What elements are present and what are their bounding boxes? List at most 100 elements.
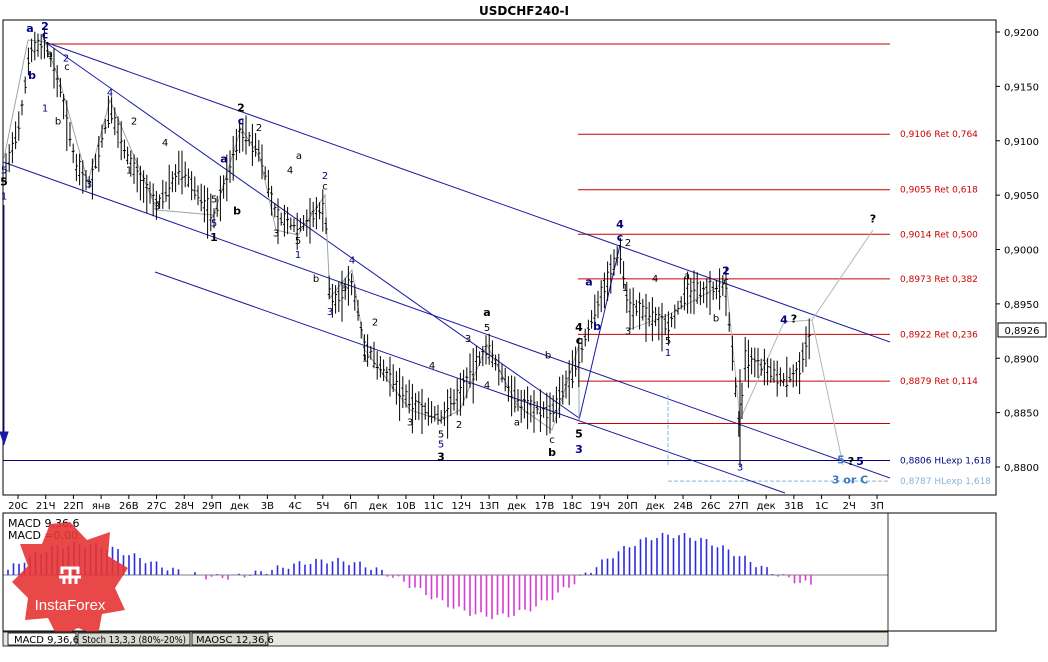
wave-label: 5 (0, 175, 8, 188)
time-tick-label: 31В (784, 501, 804, 512)
price-panel (2, 19, 997, 496)
price-tick-label: 0,9150 (1004, 82, 1039, 93)
wave-label: 5 (211, 219, 217, 230)
tab-stoch[interactable]: Stoch 13,3,3 (80%-20%) (77, 632, 191, 646)
wave-label: 5 (438, 439, 444, 450)
wave-label: 2 (41, 20, 49, 33)
time-tick-label: 6П (344, 501, 358, 512)
time-tick-label: 1С (815, 501, 828, 512)
price-tick-label: 0,8850 (1004, 409, 1039, 420)
wave-label: a (684, 271, 690, 282)
wave-label: 1 (1, 191, 7, 202)
wave-label: c (576, 334, 583, 347)
wave-label: ? (870, 212, 876, 225)
level-label: 0,8806 HLexp 1,618 (900, 456, 991, 466)
wave-label: 3 (86, 180, 92, 191)
wave-label: 2 (625, 238, 631, 249)
time-tick-label: 18С (562, 501, 582, 512)
wave-label: a (47, 49, 53, 60)
wave-label: b (593, 320, 601, 333)
wave-label: 3 (737, 462, 743, 473)
wave-label: 2 (237, 101, 245, 114)
wave-label: 2 (131, 116, 137, 127)
tab-maosc[interactable]: MAOSC 12,36,6 (191, 632, 274, 646)
wave-label: c (42, 29, 49, 42)
wave-label: 4 (162, 138, 168, 149)
wave-label: a (341, 283, 347, 294)
time-tick-label: 22П (63, 501, 83, 512)
time-tick-label: 3В (261, 501, 274, 512)
time-tick-label: дек (757, 501, 776, 512)
tab-macd-label: MACD 9,36,6 (14, 635, 79, 646)
time-tick-label: 13П (479, 501, 499, 512)
wave-label: 5 (856, 455, 864, 468)
price-tick-label: 0,8800 (1004, 463, 1039, 474)
wave-label: 1 (362, 354, 368, 365)
left-arrow-head (0, 431, 9, 446)
wave-label: 3 (327, 307, 333, 318)
wave-label: 4 (349, 256, 355, 267)
channel-line (2, 161, 891, 479)
wave-label: c (238, 114, 245, 127)
time-tick-label: 4С (288, 501, 301, 512)
wave-label: 4 (780, 313, 788, 326)
price-tick-label: 0,9100 (1004, 137, 1039, 148)
wave-label: 4 (107, 88, 113, 99)
time-tick-label: 29П (202, 501, 222, 512)
wave-label: a (296, 151, 302, 162)
wave-label: 5 (837, 454, 845, 467)
wave-label: b (313, 274, 319, 285)
wave-label: 5 (438, 430, 444, 441)
price-tick-label: 0,8950 (1004, 300, 1039, 311)
wave-label: b (545, 350, 551, 361)
time-tick-label: 28Ч (174, 501, 194, 512)
time-tick-label: 21Ч (36, 501, 56, 512)
time-tick-label: янв (92, 501, 111, 512)
wave-label: b (713, 313, 719, 324)
wave-label: 5 (575, 428, 583, 441)
wave-label: 5 (295, 236, 301, 247)
wave-label: 3 (273, 228, 279, 239)
tab-macd[interactable]: MACD 9,36,6 (7, 632, 79, 646)
watermark-text: InstaForex (35, 597, 106, 614)
wave-3-line (578, 244, 621, 421)
wave-label: 2 (456, 420, 462, 431)
wave-label: 1 (622, 283, 628, 294)
level-label: 0,8879 Ret 0,114 (900, 377, 978, 387)
wave-label: 5 (1, 165, 7, 176)
wave-label: c (322, 182, 328, 193)
time-tick-label: 17В (535, 501, 555, 512)
wave-label: a (514, 418, 520, 429)
wave-label: b (28, 69, 36, 82)
wave-label: 1 (126, 165, 132, 176)
wave-label: 3 (625, 326, 631, 337)
wave-label: 5 (484, 323, 490, 334)
wave-label: 4 (484, 381, 490, 392)
time-tick-label: 12Ч (452, 501, 472, 512)
level-label: 0,8973 Ret 0,382 (900, 275, 978, 285)
wave-label: 2 (322, 171, 328, 182)
wave-label: 4 (287, 165, 293, 176)
time-tick-label: 10В (396, 501, 416, 512)
channel-line (44, 41, 891, 343)
wave-label: 2 (256, 123, 262, 134)
price-tick-label: 0,9200 (1004, 28, 1039, 39)
wave-label: a (220, 153, 227, 166)
time-tick-label: 5Ч (316, 501, 329, 512)
current-price-label: 0,8926 (1005, 326, 1040, 337)
wave-label: 1 (42, 103, 48, 114)
time-tick-label: 19Ч (590, 501, 610, 512)
level-label: 0,9014 Ret 0,500 (900, 230, 978, 240)
wave-label: 1 (210, 231, 218, 244)
wave-label: 3 (154, 201, 160, 212)
instaforex-logo: InstaForex (12, 522, 128, 638)
wave-label: 1 (295, 250, 301, 261)
time-tick-label: дек (230, 501, 249, 512)
level-label: 0,9055 Ret 0,618 (900, 186, 978, 196)
wave-label: 3 (437, 450, 445, 463)
time-tick-label: 27С (147, 501, 167, 512)
price-tick-label: 0,9050 (1004, 191, 1039, 202)
wave-label: a (585, 275, 592, 288)
time-tick-label: дек (507, 501, 526, 512)
time-tick-label: 20П (617, 501, 637, 512)
